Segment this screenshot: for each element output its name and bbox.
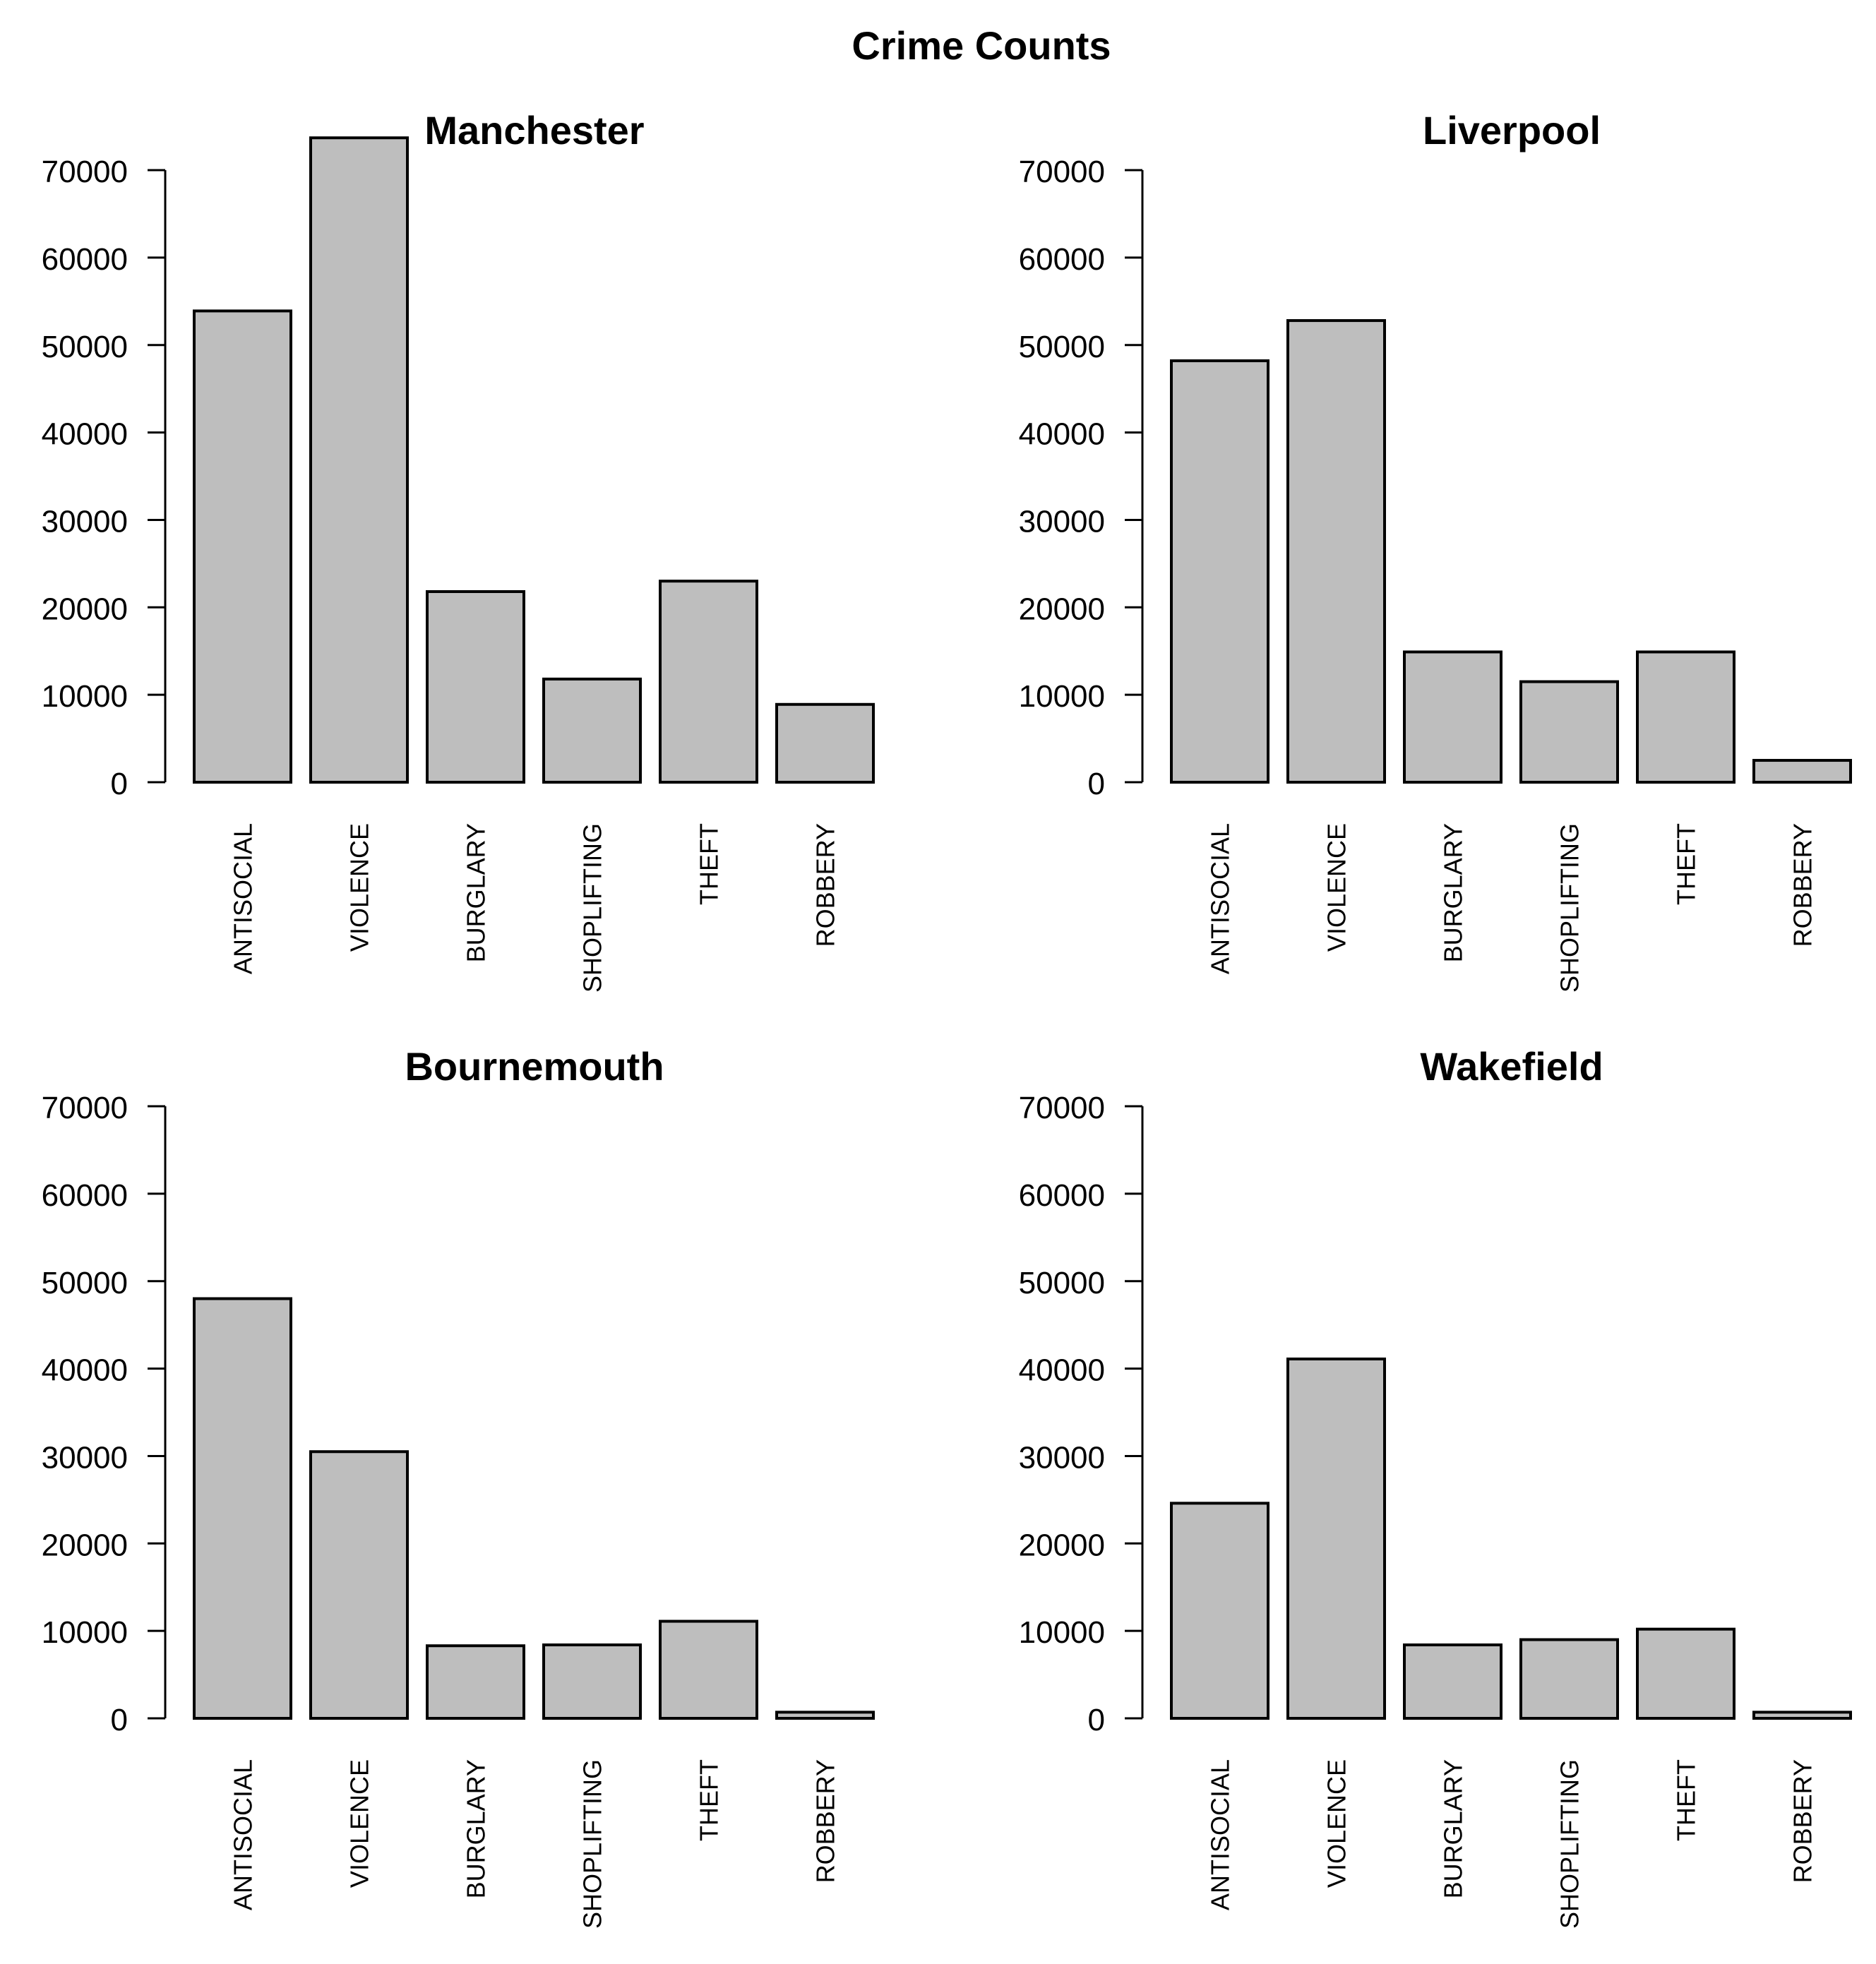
panel-title: Liverpool (1423, 108, 1601, 152)
bar-theft (1636, 650, 1735, 784)
category-label: THEFT (695, 1759, 724, 1841)
bar-violence (309, 1450, 409, 1720)
bar-burglary (1403, 650, 1502, 784)
y-tick-label: 10000 (42, 679, 128, 714)
y-tick-label: 0 (111, 1703, 128, 1737)
bar-violence (1286, 319, 1386, 784)
bar-robbery (1752, 1711, 1852, 1720)
y-tick-label: 70000 (1019, 155, 1105, 189)
bar-shoplifting (542, 1643, 642, 1720)
bar-antisocial (193, 309, 292, 784)
category-label: BURGLARY (462, 823, 491, 962)
category-label: SHOPLIFTING (1555, 823, 1584, 993)
chart-panels: Manchester 0 10000 20000 30000 40000 50000 6000… (42, 108, 1852, 1929)
category-label: SHOPLIFTING (578, 823, 607, 993)
category-label: VIOLENCE (345, 823, 374, 952)
y-tick-label: 40000 (1019, 1353, 1105, 1388)
bar-antisocial (1170, 359, 1269, 784)
y-tick-label: 0 (1088, 1703, 1105, 1737)
category-label: BURGLARY (1439, 1759, 1468, 1898)
y-tick-label: 60000 (1019, 1178, 1105, 1213)
category-label: SHOPLIFTING (578, 1759, 607, 1929)
category-label: ROBBERY (811, 1759, 840, 1883)
bar-shoplifting (1519, 1638, 1619, 1720)
panel-title: Wakefield (1420, 1044, 1603, 1089)
y-tick-label: 50000 (1019, 1266, 1105, 1300)
bar-burglary (1403, 1643, 1502, 1720)
y-tick-label: 10000 (42, 1615, 128, 1650)
y-tick-label: 60000 (1019, 242, 1105, 277)
y-tick-label: 0 (1088, 767, 1105, 801)
y-tick-label: 0 (111, 767, 128, 801)
y-tick-label: 50000 (42, 330, 128, 364)
category-label: SHOPLIFTING (1555, 1759, 1584, 1929)
bar-robbery (775, 1711, 875, 1720)
category-label: ANTISOCIAL (229, 1759, 258, 1910)
y-tick-label: 30000 (42, 504, 128, 539)
y-tick-label: 10000 (1019, 1615, 1105, 1650)
bar-antisocial (193, 1297, 292, 1720)
panel-title: Manchester (424, 108, 644, 152)
bar-violence (1286, 1357, 1386, 1720)
y-tick-label: 30000 (1019, 1440, 1105, 1475)
bar-robbery (775, 702, 875, 784)
category-label: BURGLARY (462, 1759, 491, 1898)
y-tick-label: 70000 (1019, 1091, 1105, 1125)
y-tick-label: 50000 (1019, 330, 1105, 364)
y-tick-label: 20000 (1019, 1528, 1105, 1562)
bar-shoplifting (1519, 680, 1619, 784)
y-tick-label: 40000 (42, 1353, 128, 1388)
bar-shoplifting (542, 677, 642, 784)
y-tick-label: 60000 (42, 242, 128, 277)
category-label: VIOLENCE (1322, 1759, 1351, 1888)
bar-theft (659, 580, 758, 784)
y-tick-label: 20000 (1019, 592, 1105, 626)
category-label: VIOLENCE (345, 1759, 374, 1888)
category-label: ANTISOCIAL (229, 823, 258, 974)
figure-title: Crime Counts (852, 23, 1111, 68)
panel-bournemouth: Bournemouth 0 10000 20000 30000 40000 50000 600… (42, 1044, 875, 1929)
y-tick-label: 10000 (1019, 679, 1105, 714)
y-tick-label: 30000 (42, 1440, 128, 1475)
y-tick-label: 50000 (42, 1266, 128, 1300)
panel-title: Bournemouth (405, 1044, 664, 1089)
category-label: ROBBERY (811, 823, 840, 947)
bar-theft (659, 1619, 758, 1720)
bar-theft (1636, 1627, 1735, 1720)
bar-burglary (426, 1644, 525, 1720)
y-tick-label: 60000 (42, 1178, 128, 1213)
panel-manchester: Manchester 0 10000 20000 30000 40000 50000 6000… (42, 108, 875, 993)
category-label: ANTISOCIAL (1206, 1759, 1235, 1910)
panel-wakefield: Wakefield 0 10000 20000 30000 40000 50000 60000… (1019, 1044, 1852, 1929)
panel-liverpool: Liverpool 0 10000 20000 30000 40000 50000 60000… (1019, 108, 1852, 993)
y-tick-label: 20000 (42, 1528, 128, 1562)
category-label: THEFT (1672, 823, 1701, 905)
category-label: ROBBERY (1788, 1759, 1817, 1883)
category-label: THEFT (695, 823, 724, 905)
category-label: ANTISOCIAL (1206, 823, 1235, 974)
y-tick-label: 40000 (1019, 417, 1105, 452)
y-tick-label: 40000 (42, 417, 128, 452)
category-label: THEFT (1672, 1759, 1701, 1841)
y-tick-label: 70000 (42, 155, 128, 189)
category-label: VIOLENCE (1322, 823, 1351, 952)
category-label: ROBBERY (1788, 823, 1817, 947)
bar-burglary (426, 590, 525, 784)
y-tick-label: 70000 (42, 1091, 128, 1125)
bar-antisocial (1170, 1502, 1269, 1720)
category-label: BURGLARY (1439, 823, 1468, 962)
bar-robbery (1752, 759, 1852, 784)
bar-violence (309, 136, 409, 784)
y-tick-label: 30000 (1019, 504, 1105, 539)
y-tick-label: 20000 (42, 592, 128, 626)
